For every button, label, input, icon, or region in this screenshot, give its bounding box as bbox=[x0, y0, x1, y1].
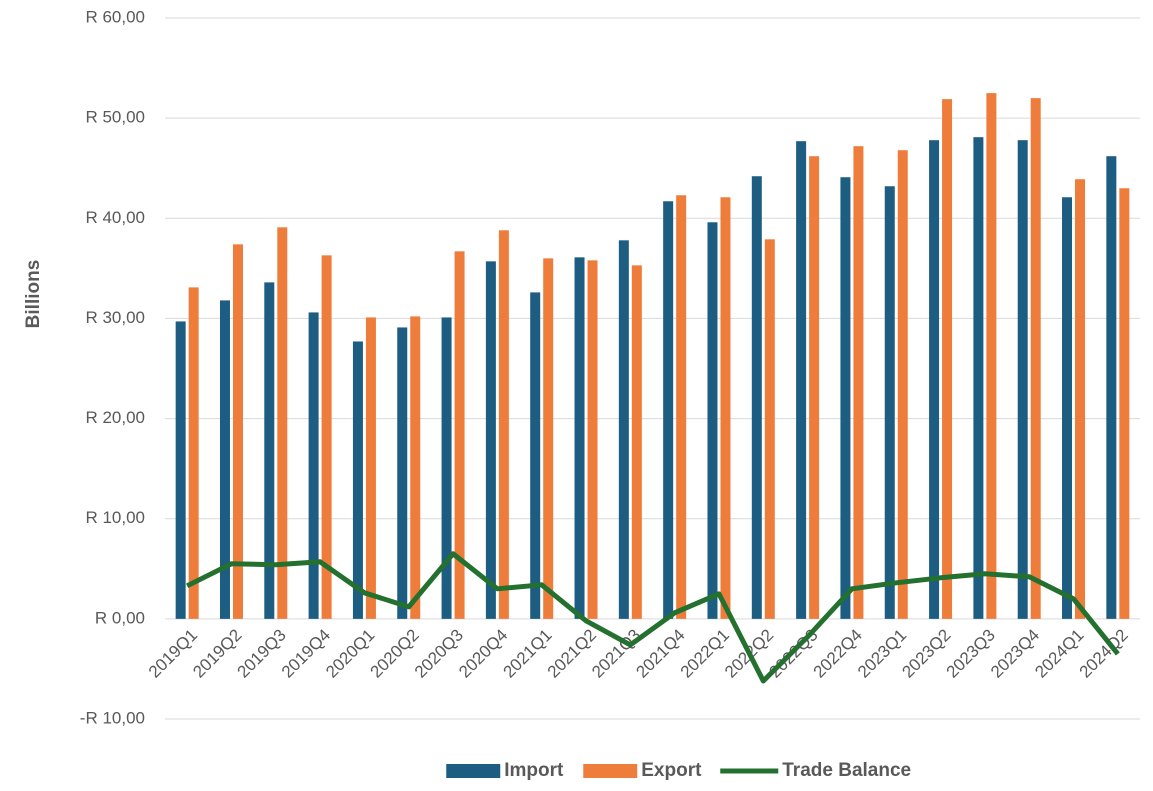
x-tick-label: 2023Q2 bbox=[898, 625, 954, 681]
y-axis-label: Billions bbox=[23, 260, 44, 329]
bar bbox=[365, 317, 376, 619]
bar bbox=[751, 176, 762, 619]
bar bbox=[587, 260, 598, 619]
x-tick-label: 2024Q1 bbox=[1031, 625, 1087, 681]
bar bbox=[1030, 98, 1041, 619]
bar bbox=[232, 244, 243, 619]
legend-swatch bbox=[583, 764, 638, 778]
bar bbox=[321, 255, 332, 619]
bar bbox=[796, 141, 807, 619]
y-tick-label: R 0,00 bbox=[95, 608, 145, 627]
trade-balance-line bbox=[186, 551, 1120, 684]
bar bbox=[929, 140, 940, 619]
bar bbox=[884, 186, 895, 619]
bar bbox=[618, 240, 629, 619]
x-tick-label: 2019Q4 bbox=[278, 625, 334, 681]
legend-label: Import bbox=[504, 760, 564, 781]
bar bbox=[498, 230, 509, 619]
x-tick-label: 2020Q3 bbox=[411, 625, 467, 681]
bar bbox=[720, 197, 731, 619]
x-tick-label: 2019Q3 bbox=[234, 625, 290, 681]
x-tick-label: 2021Q2 bbox=[544, 625, 600, 681]
bar bbox=[631, 265, 642, 619]
x-tick-label: 2023Q3 bbox=[943, 625, 999, 681]
bar bbox=[219, 300, 230, 619]
x-tick-label: 2022Q1 bbox=[677, 625, 733, 681]
x-tick-label: 2021Q1 bbox=[499, 625, 555, 681]
bar bbox=[676, 195, 687, 619]
bar bbox=[942, 99, 953, 619]
x-tick-label: 2021Q4 bbox=[632, 625, 688, 681]
bar bbox=[840, 177, 851, 619]
bar bbox=[1119, 188, 1130, 619]
bar bbox=[454, 251, 465, 619]
bar bbox=[530, 292, 541, 619]
x-tick-label: 2019Q1 bbox=[145, 625, 201, 681]
bar bbox=[1062, 197, 1073, 619]
x-tick-label: 2019Q2 bbox=[189, 625, 245, 681]
bar bbox=[175, 321, 186, 619]
y-tick-label: R 30,00 bbox=[85, 308, 145, 327]
bar bbox=[663, 201, 674, 619]
legend-swatch bbox=[446, 764, 501, 778]
bar bbox=[308, 312, 319, 619]
bar bbox=[410, 316, 421, 619]
bar bbox=[188, 287, 199, 619]
legend-label: Trade Balance bbox=[782, 760, 911, 781]
y-tick-label: R 20,00 bbox=[85, 408, 145, 427]
x-tick-label: 2020Q1 bbox=[322, 625, 378, 681]
x-tick-label: 2023Q1 bbox=[854, 625, 910, 681]
bar bbox=[277, 227, 288, 619]
y-tick-label: R 60,00 bbox=[85, 7, 145, 26]
bar bbox=[352, 341, 363, 619]
bar bbox=[574, 257, 585, 619]
bar bbox=[264, 282, 275, 619]
bar bbox=[986, 93, 997, 619]
x-tick-label: 2023Q4 bbox=[987, 625, 1043, 681]
bar bbox=[809, 156, 820, 619]
y-tick-label: -R 10,00 bbox=[80, 708, 145, 727]
bar bbox=[397, 327, 408, 619]
x-tick-label: 2021Q3 bbox=[588, 625, 644, 681]
bar bbox=[1075, 179, 1086, 619]
y-tick-label: R 50,00 bbox=[85, 108, 145, 127]
bar bbox=[764, 239, 775, 619]
x-tick-label: 2022Q4 bbox=[810, 625, 866, 681]
bar bbox=[543, 258, 554, 619]
y-tick-label: R 10,00 bbox=[85, 508, 145, 527]
y-tick-label: R 40,00 bbox=[85, 208, 145, 227]
bar bbox=[1017, 140, 1028, 619]
bar bbox=[485, 261, 496, 619]
bar bbox=[1106, 156, 1117, 619]
x-tick-label: 2020Q2 bbox=[367, 625, 423, 681]
bar bbox=[707, 222, 718, 619]
legend-label: Export bbox=[641, 760, 702, 781]
bar bbox=[973, 137, 984, 619]
x-tick-label: 2020Q4 bbox=[455, 625, 511, 681]
bar bbox=[441, 317, 452, 619]
bar bbox=[897, 150, 908, 619]
bar bbox=[853, 146, 864, 619]
